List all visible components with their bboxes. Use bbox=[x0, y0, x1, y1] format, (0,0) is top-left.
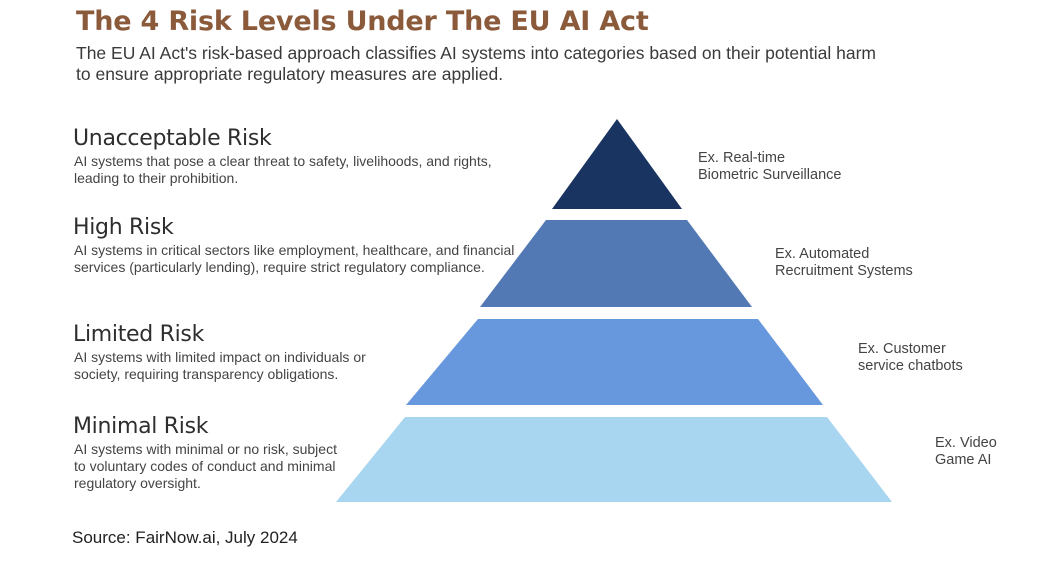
level-title: Unacceptable Risk bbox=[73, 126, 272, 151]
level-limited-risk: Limited Risk AI systems with limited imp… bbox=[73, 322, 533, 383]
page-title: The 4 Risk Levels Under The EU AI Act bbox=[76, 6, 649, 37]
level-title: Minimal Risk bbox=[73, 414, 209, 439]
level-unacceptable-risk: Unacceptable Risk AI systems that pose a… bbox=[73, 126, 533, 187]
level-description: AI systems that pose a clear threat to s… bbox=[74, 153, 492, 186]
pyramid-tier-limited bbox=[406, 319, 823, 405]
example-minimal-risk: Ex. Video Game AI bbox=[935, 435, 997, 468]
example-high-risk: Ex. Automated Recruitment Systems bbox=[775, 246, 913, 279]
level-description: AI systems with minimal or no risk, subj… bbox=[74, 441, 337, 491]
pyramid-tier-minimal bbox=[336, 417, 892, 502]
level-high-risk: High Risk AI systems in critical sectors… bbox=[73, 215, 533, 276]
level-title: Limited Risk bbox=[73, 322, 205, 347]
page-subtitle: The EU AI Act's risk-based approach clas… bbox=[76, 43, 876, 84]
example-limited-risk: Ex. Customer service chatbots bbox=[858, 341, 963, 374]
level-title: High Risk bbox=[73, 215, 174, 240]
pyramid-tier-unacceptable bbox=[552, 119, 682, 209]
level-description: AI systems in critical sectors like empl… bbox=[74, 242, 515, 275]
source-credit: Source: FairNow.ai, July 2024 bbox=[72, 528, 298, 547]
pyramid-tier-high bbox=[480, 220, 752, 307]
level-minimal-risk: Minimal Risk AI systems with minimal or … bbox=[73, 414, 533, 492]
example-unacceptable-risk: Ex. Real-time Biometric Surveillance bbox=[698, 150, 842, 183]
level-description: AI systems with limited impact on indivi… bbox=[74, 349, 366, 382]
